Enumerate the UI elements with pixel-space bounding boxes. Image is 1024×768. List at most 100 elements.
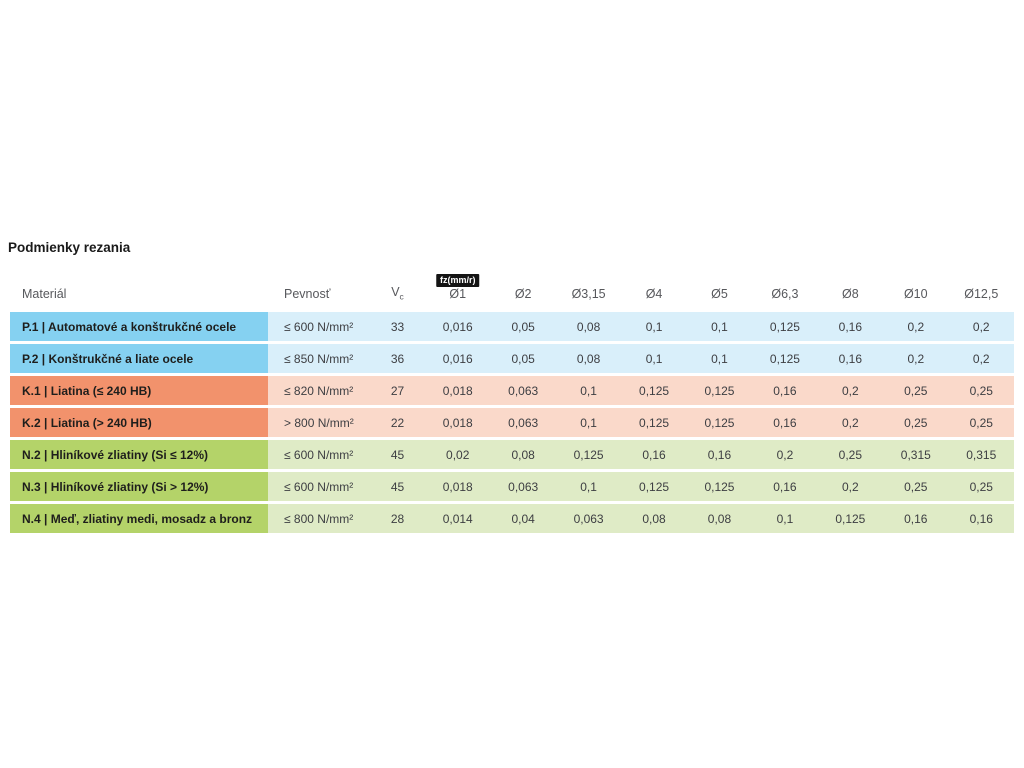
fz-cell: 0,125 bbox=[621, 408, 687, 437]
fz-cell: 0,1 bbox=[686, 344, 753, 373]
fz-cell: 0,2 bbox=[883, 344, 949, 373]
fz-cell: 0,1 bbox=[621, 312, 687, 341]
diameter-header-label: Ø6,3 bbox=[771, 287, 799, 301]
fz-cell: 0,125 bbox=[555, 440, 622, 469]
fz-cell: 0,1 bbox=[686, 312, 753, 341]
column-header-material: Materiál bbox=[22, 287, 67, 301]
fz-cell: 0,16 bbox=[948, 504, 1014, 533]
fz-cell: 0,1 bbox=[555, 376, 622, 405]
vc-cell: 33 bbox=[370, 312, 425, 341]
fz-cell: 0,08 bbox=[490, 440, 556, 469]
table-header-row: Materiál Pevnosť Vc fz(mm/r) Ø1 Ø2 Ø3,15 Ø4 Ø… bbox=[10, 262, 1014, 309]
fz-cell: 0,2 bbox=[752, 440, 818, 469]
fz-cell: 0,25 bbox=[883, 376, 949, 405]
material-cell: N.3 | Hliníkové zliatiny (Si > 12%) bbox=[10, 472, 268, 501]
fz-cell: 0,2 bbox=[817, 408, 884, 437]
fz-cell: 0,08 bbox=[555, 312, 622, 341]
material-cell: N.2 | Hliníkové zliatiny (Si ≤ 12%) bbox=[10, 440, 268, 469]
column-header-diameter-8: Ø10 bbox=[883, 262, 948, 309]
column-header-strength: Pevnosť bbox=[284, 287, 331, 301]
diameter-header-label: Ø12,5 bbox=[964, 287, 999, 301]
fz-cell: 0,063 bbox=[490, 408, 556, 437]
material-cell: N.4 | Meď, zliatiny medi, mosadz a bronz bbox=[10, 504, 268, 533]
fz-cell: 0,2 bbox=[883, 312, 949, 341]
diameter-header-label: Ø5 bbox=[711, 287, 728, 301]
diameter-header-label: Ø8 bbox=[842, 287, 859, 301]
page-title: Podmienky rezania bbox=[8, 240, 131, 255]
strength-cell: > 800 N/mm² bbox=[268, 408, 370, 437]
column-header-diameter-5: Ø5 bbox=[687, 262, 752, 309]
fz-cell: 0,05 bbox=[490, 312, 556, 341]
table-row: P.2 | Konštrukčné a liate ocele ≤ 850 N/m… bbox=[10, 344, 1014, 373]
fz-cell: 0,25 bbox=[948, 408, 1014, 437]
fz-cell: 0,016 bbox=[425, 344, 491, 373]
fz-cell: 0,125 bbox=[621, 376, 687, 405]
strength-cell: ≤ 850 N/mm² bbox=[268, 344, 370, 373]
fz-cell: 0,16 bbox=[752, 376, 818, 405]
fz-cell: 0,08 bbox=[621, 504, 687, 533]
diameter-header-label: Ø10 bbox=[903, 287, 928, 301]
fz-cell: 0,1 bbox=[555, 472, 622, 501]
fz-cell: 0,018 bbox=[425, 376, 491, 405]
fz-cell: 0,25 bbox=[883, 408, 949, 437]
fz-cell: 0,018 bbox=[425, 408, 491, 437]
fz-cell: 0,2 bbox=[948, 344, 1014, 373]
strength-cell: ≤ 600 N/mm² bbox=[268, 312, 370, 341]
fz-cell: 0,2 bbox=[817, 472, 884, 501]
fz-cell: 0,125 bbox=[621, 472, 687, 501]
fz-cell: 0,315 bbox=[948, 440, 1014, 469]
vc-subscript: c bbox=[399, 291, 404, 301]
vc-cell: 36 bbox=[370, 344, 425, 373]
strength-cell: ≤ 600 N/mm² bbox=[268, 440, 370, 469]
vc-cell: 45 bbox=[370, 472, 425, 501]
vc-cell: 45 bbox=[370, 440, 425, 469]
fz-cell: 0,08 bbox=[555, 344, 622, 373]
diameter-header-label: Ø2 bbox=[514, 287, 532, 301]
fz-cell: 0,16 bbox=[817, 312, 884, 341]
diameter-header-label: Ø3,15 bbox=[571, 287, 606, 301]
fz-cell: 0,018 bbox=[425, 472, 491, 501]
fz-cell: 0,1 bbox=[621, 344, 687, 373]
column-header-diameter-6: Ø6,3 bbox=[752, 262, 817, 309]
fz-cell: 0,16 bbox=[686, 440, 753, 469]
fz-cell: 0,125 bbox=[686, 376, 753, 405]
vc-cell: 27 bbox=[370, 376, 425, 405]
fz-cell: 0,125 bbox=[752, 312, 818, 341]
fz-cell: 0,2 bbox=[948, 312, 1014, 341]
fz-cell: 0,1 bbox=[752, 504, 818, 533]
fz-cell: 0,05 bbox=[490, 344, 556, 373]
column-header-vc: Vc bbox=[370, 262, 425, 309]
column-header-diameter-3: Ø3,15 bbox=[556, 262, 621, 309]
vc-cell: 28 bbox=[370, 504, 425, 533]
fz-cell: 0,063 bbox=[490, 472, 556, 501]
fz-cell: 0,125 bbox=[817, 504, 884, 533]
diameter-header-label: Ø1 bbox=[449, 287, 467, 301]
material-cell: P.2 | Konštrukčné a liate ocele bbox=[10, 344, 268, 373]
column-header-diameter-2: Ø2 bbox=[490, 262, 555, 309]
fz-cell: 0,16 bbox=[817, 344, 884, 373]
material-cell: K.2 | Liatina (> 240 HB) bbox=[10, 408, 268, 437]
fz-cell: 0,25 bbox=[883, 472, 949, 501]
fz-cell: 0,063 bbox=[490, 376, 556, 405]
vc-symbol: V bbox=[391, 284, 400, 299]
column-header-diameter-4: Ø4 bbox=[621, 262, 686, 309]
column-header-diameter-9: Ø12,5 bbox=[949, 262, 1015, 309]
fz-cell: 0,125 bbox=[686, 472, 753, 501]
fz-cell: 0,25 bbox=[948, 472, 1014, 501]
table-row: K.2 | Liatina (> 240 HB) > 800 N/mm² 22 0,0… bbox=[10, 408, 1014, 437]
fz-cell: 0,315 bbox=[883, 440, 949, 469]
fz-cell: 0,02 bbox=[425, 440, 491, 469]
fz-cell: 0,016 bbox=[425, 312, 491, 341]
material-cell: P.1 | Automatové a konštrukčné ocele bbox=[10, 312, 268, 341]
table-row: N.4 | Meď, zliatiny medi, mosadz a bronz… bbox=[10, 504, 1014, 533]
fz-cell: 0,25 bbox=[817, 440, 884, 469]
fz-cell: 0,16 bbox=[752, 408, 818, 437]
table-row: P.1 | Automatové a konštrukčné ocele ≤ 60… bbox=[10, 312, 1014, 341]
table-row: K.1 | Liatina (≤ 240 HB) ≤ 820 N/mm² 27 0,0… bbox=[10, 376, 1014, 405]
column-header-diameter-7: Ø8 bbox=[818, 262, 883, 309]
cutting-conditions-table: Materiál Pevnosť Vc fz(mm/r) Ø1 Ø2 Ø3,15 Ø4 Ø… bbox=[10, 259, 1014, 536]
fz-cell: 0,2 bbox=[817, 376, 884, 405]
fz-cell: 0,125 bbox=[752, 344, 818, 373]
strength-cell: ≤ 600 N/mm² bbox=[268, 472, 370, 501]
